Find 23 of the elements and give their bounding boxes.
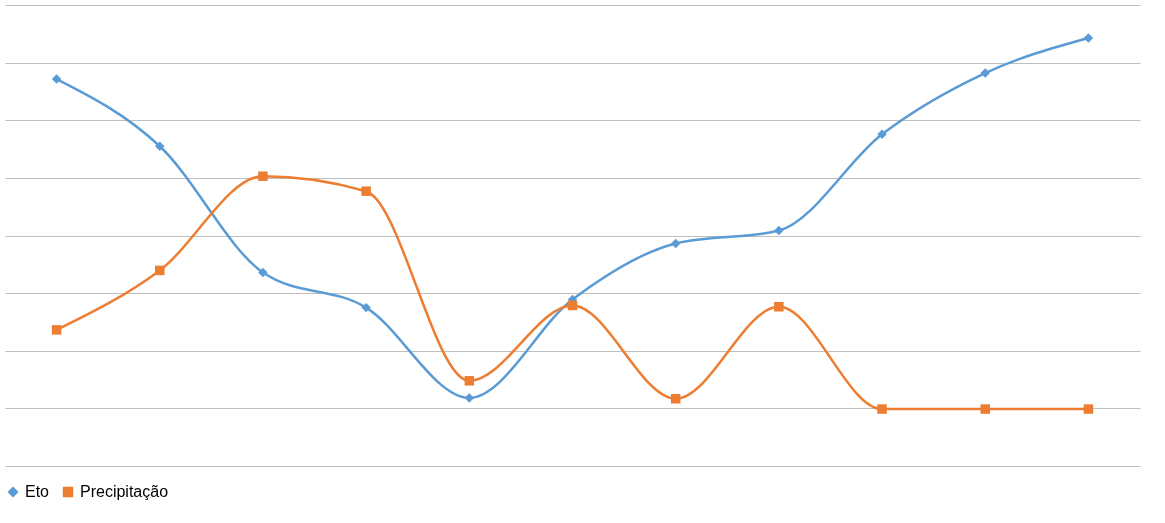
point bbox=[877, 129, 887, 140]
point bbox=[51, 325, 62, 335]
point bbox=[361, 186, 371, 196]
legend-label: Eto bbox=[25, 483, 50, 500]
point bbox=[361, 302, 371, 313]
point bbox=[464, 376, 475, 386]
point bbox=[258, 267, 268, 278]
point bbox=[1083, 404, 1094, 414]
point bbox=[51, 74, 62, 84]
point bbox=[980, 68, 990, 78]
point bbox=[258, 171, 268, 181]
legend-label: Precipitação bbox=[80, 483, 169, 500]
point bbox=[980, 404, 990, 414]
point bbox=[155, 265, 165, 276]
point bbox=[464, 393, 475, 403]
point bbox=[155, 141, 165, 151]
point bbox=[1083, 33, 1094, 43]
point bbox=[877, 404, 887, 414]
point bbox=[670, 394, 681, 404]
point bbox=[567, 300, 578, 311]
point bbox=[670, 238, 681, 249]
point bbox=[774, 225, 784, 236]
point bbox=[774, 302, 784, 312]
